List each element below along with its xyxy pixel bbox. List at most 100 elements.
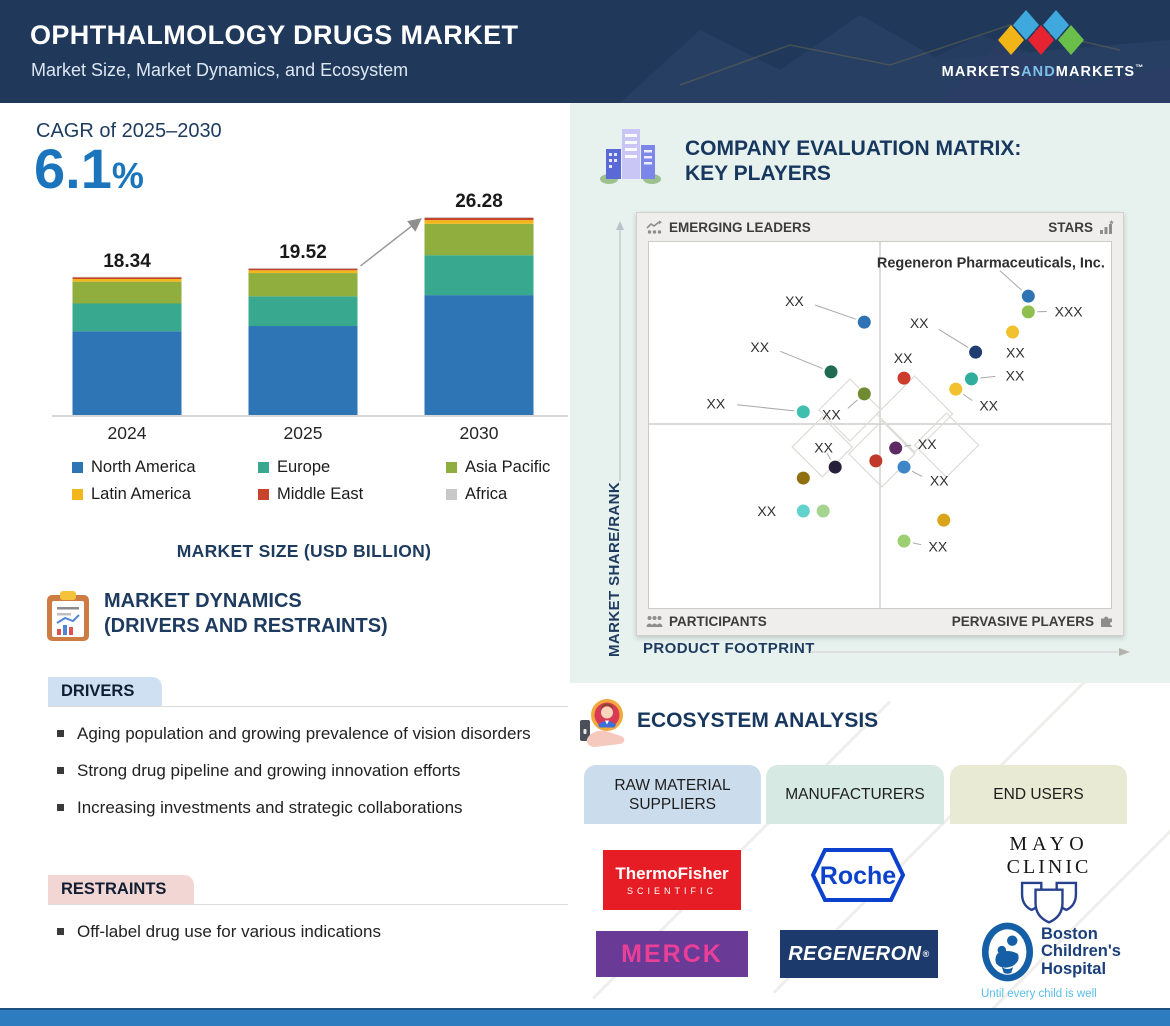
legend-label: Latin America bbox=[91, 485, 191, 503]
ecosystem-column-label: END USERS bbox=[993, 786, 1084, 803]
legend-item: Africa bbox=[446, 485, 570, 504]
legend-label: North America bbox=[91, 458, 196, 476]
ecosystem-column-label: RAW MATERIAL SUPPLIERS bbox=[614, 776, 731, 813]
roche-logo: Roche bbox=[810, 848, 906, 902]
legend-item: Latin America bbox=[72, 485, 258, 504]
svg-text:XX: XX bbox=[707, 396, 726, 412]
svg-text:XX: XX bbox=[894, 350, 913, 366]
brand-markets1: MARKETS bbox=[941, 63, 1022, 80]
market-size-bar-chart: 18.34 2024 19.52 2025 26.28 2030 bbox=[52, 191, 568, 443]
boston-tagline: Until every child is well bbox=[981, 988, 1097, 1000]
svg-text:XX: XX bbox=[1006, 367, 1025, 383]
legend-swatch-icon bbox=[258, 489, 269, 500]
buildings-icon bbox=[600, 129, 661, 184]
boston-childrens-wordmark: Boston Children's Hospital bbox=[1040, 925, 1121, 979]
svg-text:26.28: 26.28 bbox=[455, 191, 503, 212]
matrix-plot-area: XX XX XX XX Regeneron Pharmaceuticals, Inc. X… bbox=[648, 241, 1112, 609]
driver-item: Strong drug pipeline and growing innovat… bbox=[55, 759, 547, 782]
svg-text:2030: 2030 bbox=[460, 423, 499, 443]
svg-text:XX: XX bbox=[1006, 344, 1025, 360]
brand-and: AND bbox=[1021, 63, 1056, 80]
svg-text:XX: XX bbox=[918, 436, 937, 452]
legend-item: Europe bbox=[258, 458, 446, 477]
legend-swatch-icon bbox=[72, 489, 83, 500]
svg-text:XX: XX bbox=[929, 538, 948, 554]
participants-icon bbox=[646, 615, 663, 627]
svg-text:18.34: 18.34 bbox=[103, 251, 151, 272]
svg-text:XX: XX bbox=[910, 315, 929, 331]
boston-line2: Children's bbox=[1040, 942, 1121, 961]
restraint-item: Off-label drug use for various indicatio… bbox=[55, 920, 547, 943]
quadrant-participants: PARTICIPANTS bbox=[646, 614, 767, 629]
restraints-tab: RESTRAINTS bbox=[48, 875, 195, 904]
regeneron-logo: REGENERON ® bbox=[780, 930, 938, 978]
matrix-bottom-strip: PARTICIPANTS PERVASIVE PLAYERS bbox=[637, 607, 1123, 635]
y-axis-label: MARKET SHARE/RANK bbox=[606, 481, 623, 657]
drivers-list: Aging population and growing prevalence … bbox=[55, 722, 547, 833]
ecosystem-column-manufacturers: MANUFACTURERS bbox=[766, 765, 944, 824]
svg-text:Regeneron Pharmaceuticals, Inc: Regeneron Pharmaceuticals, Inc. bbox=[877, 256, 1105, 272]
legend-swatch-icon bbox=[446, 489, 457, 500]
svg-text:XX: XX bbox=[930, 472, 949, 488]
x-axis-arrow bbox=[810, 648, 1130, 656]
thermo-fisher-scientific: SCIENTIFIC bbox=[626, 886, 717, 896]
cagr-percent-sign: % bbox=[111, 155, 144, 196]
legend-swatch-icon bbox=[72, 462, 83, 473]
ecosystem-heading: ECOSYSTEM ANALYSIS bbox=[637, 709, 879, 732]
legend-item: North America bbox=[72, 458, 258, 477]
ecosystem-column-end-users: END USERS bbox=[950, 765, 1127, 824]
legend-label: Europe bbox=[277, 458, 331, 476]
page-subtitle: Market Size, Market Dynamics, and Ecosys… bbox=[31, 60, 409, 80]
quadrant-emerging-leaders: EMERGING LEADERS bbox=[646, 220, 811, 235]
svg-text:XX: XX bbox=[822, 407, 841, 423]
clipboard-icon bbox=[47, 591, 89, 641]
thermo-fisher-wordmark: ThermoFisher bbox=[615, 864, 729, 883]
footer-bar bbox=[0, 1008, 1170, 1026]
market-dynamics-heading-line2: (DRIVERS AND RESTRAINTS) bbox=[104, 615, 388, 637]
puzzle-icon bbox=[1101, 616, 1112, 627]
drivers-tab-label: DRIVERS bbox=[61, 682, 135, 700]
marketsandmarkets-logo: MARKETSANDMARKETS™ bbox=[938, 8, 1148, 80]
restraints-divider bbox=[48, 904, 568, 905]
svg-text:19.52: 19.52 bbox=[279, 242, 327, 263]
legend-label: Middle East bbox=[277, 485, 364, 503]
brand-tm: ™ bbox=[1135, 63, 1145, 72]
merck-wordmark: MERCK bbox=[621, 939, 723, 968]
merck-logo: MERCK bbox=[596, 931, 748, 977]
mayo-clinic-wordmark: CLINIC bbox=[1006, 856, 1092, 878]
restraints-tab-label: RESTRAINTS bbox=[61, 880, 167, 898]
svg-text:XX: XX bbox=[785, 293, 804, 309]
mayo-clinic-logo: MAYO CLINIC bbox=[994, 833, 1104, 936]
matrix-card: EMERGING LEADERS STARS XX XX XX XX Regeneron… bbox=[636, 212, 1124, 636]
svg-text:XX: XX bbox=[757, 503, 776, 519]
market-dynamics-heading-line1: MARKET DYNAMICS bbox=[104, 590, 302, 612]
cagr-value: 6.1% bbox=[34, 136, 144, 201]
boston-childrens-logo: Boston Children's Hospital Until every c… bbox=[981, 920, 1121, 1000]
matrix-heading: COMPANY EVALUATION MATRIX: KEY PLAYERS bbox=[685, 136, 1021, 186]
bar-chart-title: MARKET SIZE (USD BILLION) bbox=[176, 541, 432, 561]
x-axis-label: PRODUCT FOOTPRINT bbox=[643, 640, 815, 657]
svg-text:XX: XX bbox=[979, 397, 998, 413]
brand-wordmark: MARKETSANDMARKETS™ bbox=[938, 63, 1148, 80]
ecosystem-section: ECOSYSTEM ANALYSIS RAW MATERIAL SUPPLIER… bbox=[570, 683, 1170, 1008]
legend-label: Asia Pacific bbox=[465, 458, 551, 476]
ecosystem-column-raw-material-suppliers: RAW MATERIAL SUPPLIERS bbox=[584, 765, 761, 824]
svg-text:XX: XX bbox=[750, 339, 769, 355]
thermo-fisher-logo: ThermoFisher SCIENTIFIC bbox=[603, 850, 741, 910]
brand-diamonds-icon bbox=[998, 10, 1084, 55]
quadrant-label: STARS bbox=[1048, 219, 1093, 235]
mayo-shields-icon bbox=[1020, 881, 1078, 924]
quadrant-stars: STARS bbox=[1048, 220, 1114, 235]
quadrant-pervasive-players: PERVASIVE PLAYERS bbox=[952, 614, 1114, 629]
quadrant-label: EMERGING LEADERS bbox=[669, 219, 811, 235]
quadrant-label: PERVASIVE PLAYERS bbox=[951, 613, 1094, 629]
ecosystem-column-label: MANUFACTURERS bbox=[785, 786, 925, 803]
drivers-divider bbox=[48, 706, 568, 707]
legend-item: Middle East bbox=[258, 485, 446, 504]
legend-item: Asia Pacific bbox=[446, 458, 570, 477]
company-matrix-panel: COMPANY EVALUATION MATRIX: KEY PLAYERS E… bbox=[570, 103, 1170, 683]
hand-person-icon bbox=[580, 699, 625, 747]
boston-line3: Hospital bbox=[1040, 959, 1107, 978]
matrix-top-strip: EMERGING LEADERS STARS bbox=[637, 213, 1123, 241]
svg-text:XX: XX bbox=[814, 439, 833, 455]
